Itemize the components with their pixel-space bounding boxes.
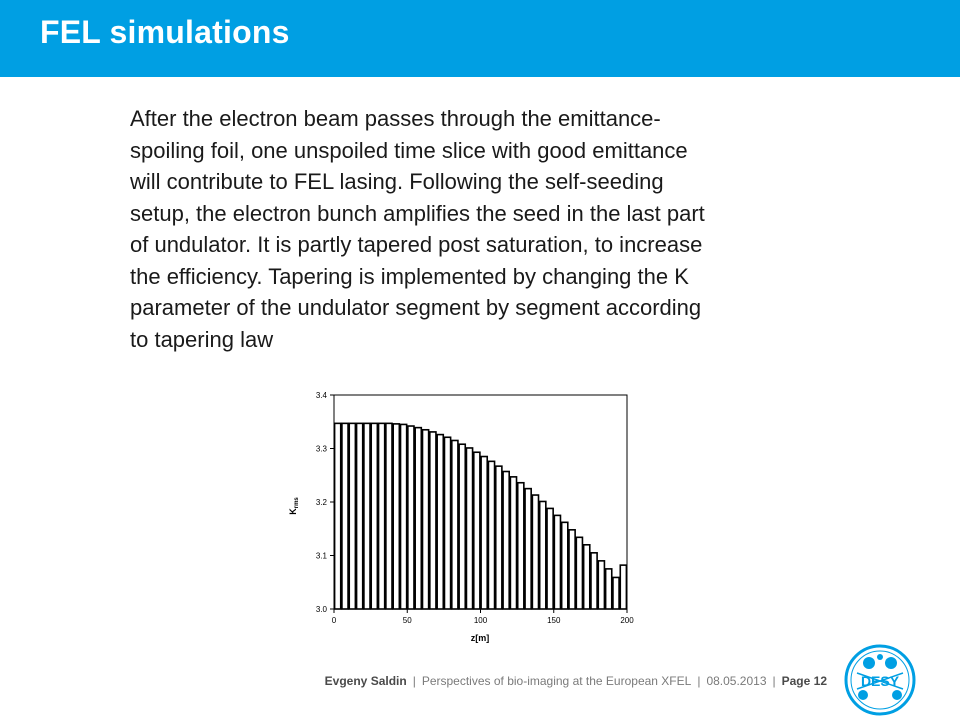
footer-separator: | xyxy=(412,674,416,688)
bar xyxy=(560,521,569,610)
bar xyxy=(370,422,379,610)
body-line: will contribute to FEL lasing. Following… xyxy=(130,169,664,194)
bar xyxy=(553,514,562,610)
bar xyxy=(597,560,606,610)
body-line: After the electron beam passes through t… xyxy=(130,106,661,131)
desy-logo: DESY xyxy=(844,644,916,716)
slide-title: FEL simulations xyxy=(40,14,290,50)
bar xyxy=(355,422,364,610)
bar xyxy=(472,451,481,610)
body-line: the efficiency. Tapering is implemented … xyxy=(130,263,689,289)
body-line: setup, the electron bunch amplifies the … xyxy=(130,200,705,226)
x-tick-label: 100 xyxy=(474,616,488,625)
bar xyxy=(451,439,459,610)
y-tick-label: 3.1 xyxy=(316,552,328,561)
footer-date: 08.05.2013 xyxy=(706,674,767,688)
bar xyxy=(399,423,408,610)
bar xyxy=(487,460,496,610)
bar xyxy=(392,423,401,610)
y-axis-label: Krms xyxy=(288,497,300,515)
slide-body: After the electron beam passes through t… xyxy=(130,103,850,355)
body-line: to tapering law xyxy=(130,326,274,352)
bar xyxy=(385,422,393,610)
bar xyxy=(582,544,591,610)
title-bar: FEL simulations xyxy=(0,0,960,77)
bar xyxy=(516,481,525,610)
body-line: of undulator. It is partly tapered post … xyxy=(130,232,703,257)
bar xyxy=(414,426,423,610)
bar xyxy=(575,536,584,610)
bar xyxy=(546,507,554,610)
bar xyxy=(421,428,430,610)
body-line: spoiling foil, one unspoiled time slice … xyxy=(130,137,688,163)
bar xyxy=(612,576,620,610)
bar xyxy=(407,425,415,610)
bar xyxy=(509,476,518,610)
y-axis-label-main: K xyxy=(288,508,298,515)
footer-separator: | xyxy=(697,674,701,688)
footer-author: Evgeny Saldin xyxy=(324,674,407,688)
bar xyxy=(502,470,510,610)
desy-logo-text: DESY xyxy=(861,673,900,689)
bar xyxy=(465,447,474,610)
bar xyxy=(524,487,532,610)
bar xyxy=(531,494,540,610)
body-line: parameter of the undulator segment by se… xyxy=(130,295,702,320)
bar xyxy=(538,500,547,610)
x-tick-label: 150 xyxy=(547,616,561,625)
bar xyxy=(590,552,598,610)
bar xyxy=(436,433,445,610)
bar xyxy=(348,422,357,610)
bar xyxy=(429,431,437,610)
y-tick-label: 3.4 xyxy=(316,391,328,400)
bar xyxy=(568,529,576,610)
x-tick-label: 50 xyxy=(403,616,412,625)
y-axis-label-sub: rms xyxy=(294,497,300,509)
footer-page: Page 12 xyxy=(781,674,827,688)
bar xyxy=(604,568,613,610)
footer-talk: Perspectives of bio-imaging at the Europ… xyxy=(421,674,692,688)
bar xyxy=(377,422,386,610)
y-tick-label: 3.0 xyxy=(316,605,328,614)
tapering-chart: 0 50 100 150 200 3.0 3.1 3.2 3.3 3.4 Krms z[m] xyxy=(288,391,634,643)
x-axis-label: z[m] xyxy=(471,633,490,643)
bar xyxy=(619,564,628,610)
y-tick-label: 3.3 xyxy=(316,445,328,454)
footer-separator: | xyxy=(772,674,776,688)
footer: Evgeny Saldin | Perspectives of bio-imagin… xyxy=(325,674,827,688)
bar xyxy=(341,422,349,610)
x-tick-label: 200 xyxy=(620,616,634,625)
bar xyxy=(480,455,489,610)
bar xyxy=(458,443,467,610)
bar xyxy=(363,422,371,610)
bar xyxy=(494,465,503,610)
bar xyxy=(443,436,452,610)
bar xyxy=(333,422,342,610)
y-tick-label: 3.2 xyxy=(316,498,328,507)
x-tick-label: 0 xyxy=(332,616,337,625)
